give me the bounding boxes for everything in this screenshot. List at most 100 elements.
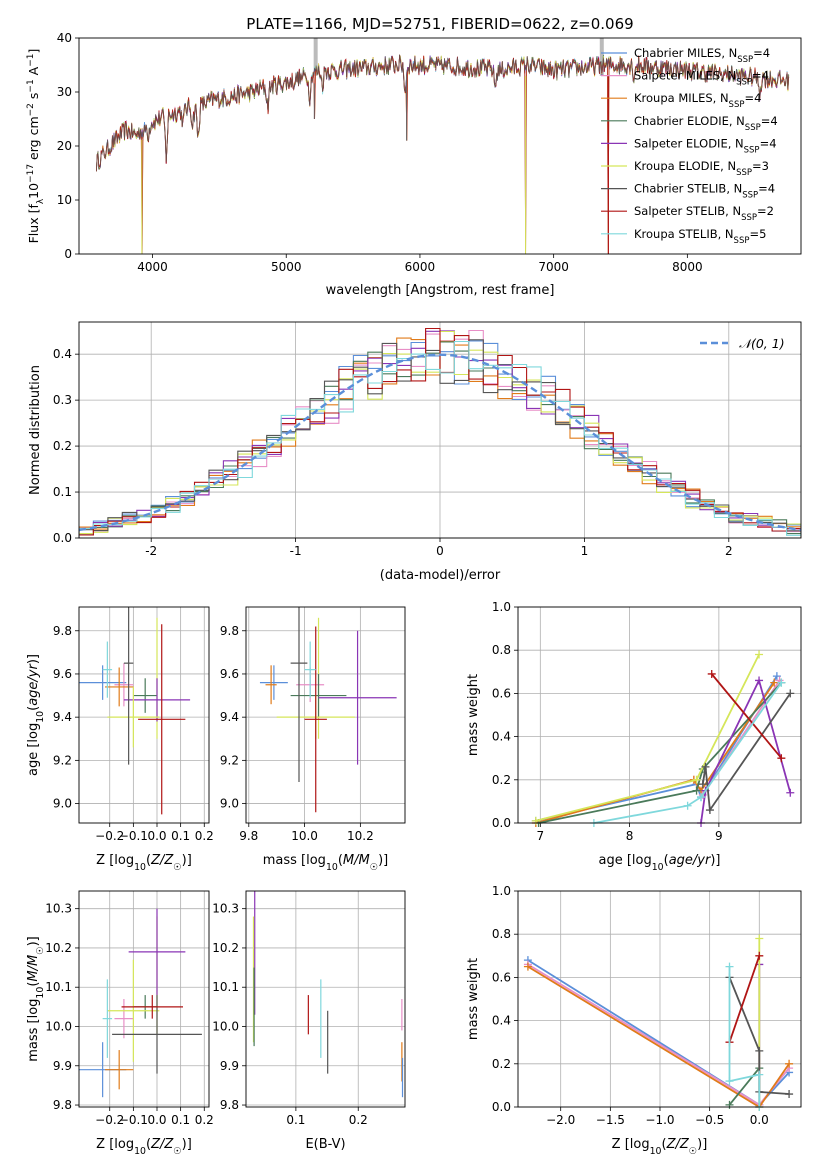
series-marker: [692, 775, 701, 784]
x-tick-label: -2: [145, 544, 157, 558]
y-axis-label: mass [log10(M/M☉)]: [26, 936, 46, 1062]
legend: Chabrier MILES, NSSP=4 Salpeter MILES, NS…: [601, 46, 778, 246]
y-tick-label: 9.9: [220, 1059, 239, 1073]
x-axis-label: Z [log10(Z/Z☉)]: [96, 853, 192, 873]
axes-frame: [78, 37, 802, 255]
x-tick-label: −0.2: [95, 1113, 124, 1127]
weight-vs-age-panel: 7 8 9 0.0 0.2 0.4 0.6 0.8 1.0 age [log10(age/yr)]…: [466, 600, 802, 873]
y-tick-label: 9.6: [220, 667, 239, 681]
series-marker: [725, 1077, 734, 1086]
series-line: [700, 677, 792, 824]
y-tick-label: 9.8: [220, 1098, 239, 1112]
y-tick-label: 0.2: [492, 1057, 511, 1071]
y-tick-label: 0.0: [53, 531, 72, 545]
x-tick-label: 7: [536, 829, 544, 843]
y-axis-label: Normed distribution: [28, 365, 43, 495]
y-tick-label: 10.2: [212, 941, 239, 955]
legend-label-kroupa-elodie: Kroupa ELODIE, NSSP=3: [634, 159, 769, 178]
x-tick-label: 0.1: [286, 1113, 305, 1127]
series-marker: [705, 806, 714, 815]
point-kroupa-stelib: [102, 979, 113, 1058]
y-tick-label: 0.8: [492, 927, 511, 941]
y-tick-label: 10.1: [45, 980, 72, 994]
mass-vs-metallicity-panel: −0.2−0.1 0.0 0.1 0.2 9.8 9.9 10.0 10.1 10.2 10.3 Z…: [26, 890, 214, 1157]
y-tick-label: 0.2: [492, 773, 511, 787]
series-marker: [701, 762, 710, 771]
histogram-kroupa-stelib: [79, 340, 801, 538]
y-tick-label: 10.1: [212, 980, 239, 994]
series-marker: [683, 801, 692, 810]
series-marker: [785, 1090, 794, 1099]
y-tick-label: 10: [57, 193, 72, 207]
y-tick-label: 0.4: [492, 1014, 511, 1028]
x-axis-label: wavelength [Angstrom, rest frame]: [326, 283, 555, 298]
point-chabrier-stelib: [123, 607, 134, 765]
x-tick-label: 0.2: [195, 1113, 214, 1127]
point-kroupa-stelib: [102, 641, 113, 698]
x-tick-label: 0.2: [349, 1113, 368, 1127]
y-tick-label: 10.0: [212, 1019, 239, 1033]
x-axis-label: E(B-V): [305, 1137, 345, 1152]
point-chabrier-miles: [79, 665, 127, 700]
x-tick-label: -1: [290, 544, 302, 558]
spectrum-lines: [96, 38, 790, 254]
histogram-kroupa-elodie: [79, 330, 801, 535]
y-tick-label: 10.2: [45, 941, 72, 955]
x-tick-label: 7000: [538, 260, 569, 274]
series-line: [711, 673, 783, 759]
point-kroupa-elodie: [107, 686, 160, 748]
x-tick-label: −0.1: [119, 829, 148, 843]
legend-label-chabrier-stelib: Chabrier STELIB, NSSP=4: [634, 182, 775, 201]
normal-curve: [79, 353, 801, 532]
y-tick-label: 9.0: [53, 797, 72, 811]
series-marker: [786, 788, 795, 797]
point-kroupa-stelib: [304, 641, 316, 698]
series-marker: [523, 962, 532, 971]
x-tick-label: −0.5: [695, 1113, 724, 1127]
series-marker: [725, 1100, 734, 1109]
x-tick-label: −1.0: [645, 1113, 674, 1127]
point-salpeter-miles: [114, 999, 134, 1039]
series-line: [728, 955, 761, 1043]
y-tick-label: 0.3: [53, 393, 72, 407]
error-bars: [79, 908, 202, 1098]
x-tick-label: 0.0: [750, 1113, 769, 1127]
point-chabrier-elodie: [290, 673, 347, 718]
point-salpeter-elodie: [318, 630, 397, 765]
series-marker: [755, 1046, 764, 1055]
point-chabrier-elodie: [133, 678, 157, 713]
y-tick-label: 9.8: [53, 624, 72, 638]
x-tick-label: 9.8: [239, 829, 258, 843]
point-salpeter-miles: [114, 663, 134, 707]
y-tick-label: 9.0: [220, 797, 239, 811]
series-marker: [697, 793, 706, 802]
point-salpeter-stelib: [121, 995, 183, 1019]
y-tick-label: 9.8: [220, 624, 239, 638]
x-tick-label: 4000: [137, 260, 168, 274]
series-marker: [777, 754, 786, 763]
series-kroupa-elodie: [531, 650, 764, 825]
series-marker: [785, 1059, 794, 1068]
y-tick-label: 0.0: [492, 1100, 511, 1114]
y-tick-label: 40: [57, 31, 72, 45]
y-tick-label: 10.3: [212, 902, 239, 916]
series-marker: [531, 816, 540, 825]
legend-label-chabrier-elodie: Chabrier ELODIE, NSSP=4: [634, 114, 778, 133]
series-line: [728, 966, 761, 1107]
axes-frame: [245, 606, 406, 824]
point-salpeter-elodie: [123, 678, 191, 722]
weight-vs-metallicity-panel: −2.0 −1.5 −1.0 −0.5 0.0 0.0 0.2 0.4 0.6 0.8 1.0 Z […: [466, 884, 802, 1157]
series-marker: [755, 951, 764, 960]
x-tick-label: 1: [581, 544, 589, 558]
x-tick-label: −2.0: [546, 1113, 575, 1127]
y-tick-label: 9.9: [53, 1059, 72, 1073]
axes-frame: [517, 606, 802, 824]
x-tick-label: −1.5: [596, 1113, 625, 1127]
series-marker: [725, 962, 734, 971]
y-tick-label: 0.4: [53, 347, 72, 361]
y-tick-label: 0.6: [492, 970, 511, 984]
y-tick-label: 10.3: [45, 902, 72, 916]
legend-label-salpeter-stelib: Salpeter STELIB, NSSP=2: [634, 204, 774, 223]
figure-title: PLATE=1166, MJD=52751, FIBERID=0622, z=0…: [246, 15, 633, 33]
x-tick-label: 0.2: [195, 829, 214, 843]
